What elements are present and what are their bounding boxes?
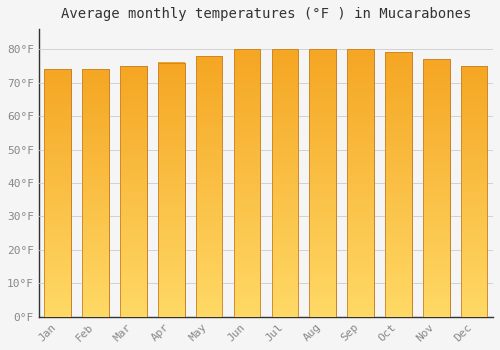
Bar [44, 69, 71, 317]
Bar [310, 49, 336, 317]
Bar [310, 49, 336, 317]
Bar [272, 49, 298, 317]
Bar [82, 69, 109, 317]
Bar [272, 49, 298, 317]
Bar [385, 52, 411, 317]
Bar [423, 59, 450, 317]
Bar [385, 52, 411, 317]
Bar [120, 66, 146, 317]
Bar [461, 66, 487, 317]
Title: Average monthly temperatures (°F ) in Mucarabones: Average monthly temperatures (°F ) in Mu… [60, 7, 471, 21]
Bar [348, 49, 374, 317]
Bar [158, 63, 184, 317]
Bar [158, 63, 184, 317]
Bar [348, 49, 374, 317]
Bar [196, 56, 222, 317]
Bar [82, 69, 109, 317]
Bar [120, 66, 146, 317]
Bar [44, 69, 71, 317]
Bar [461, 66, 487, 317]
Bar [196, 56, 222, 317]
Bar [234, 49, 260, 317]
Bar [234, 49, 260, 317]
Bar [423, 59, 450, 317]
